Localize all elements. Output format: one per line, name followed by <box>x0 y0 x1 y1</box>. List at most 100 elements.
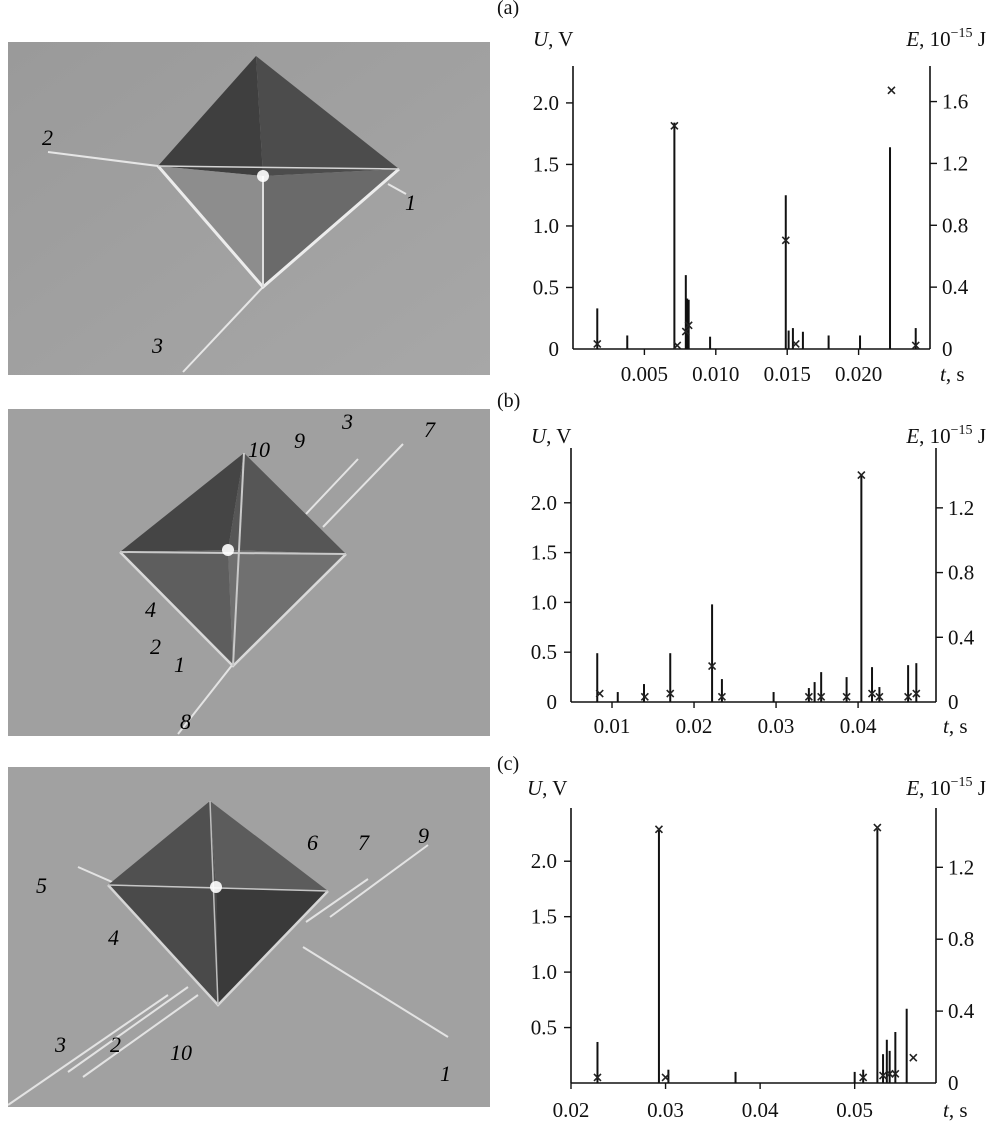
photo-b-label-7: 7 <box>424 417 435 442</box>
crack-lines <box>177 443 404 735</box>
y-right-axis-title: E, 10−15 J <box>905 26 986 51</box>
y-right-axis-title: E, 10−15 J <box>905 423 986 448</box>
y-right-tick-label: 0 <box>948 690 959 714</box>
y-right-tick-label: 1.2 <box>948 496 974 520</box>
energy-marker <box>842 692 851 701</box>
energy-marker <box>595 689 604 698</box>
photo-c-label-9: 9 <box>418 823 429 848</box>
indent-pyramid <box>107 800 329 1007</box>
energy-marker <box>661 1073 670 1082</box>
photo-c-label-3: 3 <box>55 1032 66 1057</box>
x-tick-label: 0.04 <box>840 714 877 738</box>
photo-b-label-8: 8 <box>180 709 191 734</box>
energy-marker <box>654 825 664 834</box>
crack-lines <box>47 151 407 373</box>
y-left-tick-label: 2.0 <box>531 849 557 873</box>
y-right-tick-label: 0.4 <box>948 999 975 1023</box>
energy-marker <box>857 471 866 480</box>
y-right-tick-label: 0.4 <box>948 625 975 649</box>
energy-marker <box>873 823 882 832</box>
energy-marker <box>817 692 826 701</box>
photo-c-label-7: 7 <box>358 830 369 855</box>
y-right-tick-label: 1.6 <box>942 90 968 114</box>
photo-c-label-1: 1 <box>440 1061 451 1086</box>
micrograph-b <box>8 409 490 736</box>
photo-a-label-3: 3 <box>152 333 163 358</box>
energy-marker <box>681 327 690 336</box>
x-tick-label: 0.02 <box>676 714 713 738</box>
y-left-tick-label: 1.0 <box>531 960 557 984</box>
indent-pyramid <box>156 56 400 290</box>
y-right-tick-label: 1.2 <box>948 855 974 879</box>
energy-marker <box>878 1071 888 1080</box>
x-tick-label: 0.01 <box>594 714 631 738</box>
energy-marker <box>912 689 921 698</box>
panel-letter: (a) <box>497 0 519 19</box>
y-left-tick-label: 0 <box>549 337 560 361</box>
y-left-tick-label: 0.5 <box>531 640 557 664</box>
energy-marker <box>867 689 877 698</box>
photo-b-label-2: 2 <box>150 634 161 659</box>
y-left-tick-label: 1.5 <box>531 905 557 929</box>
y-right-tick-label: 0.8 <box>948 927 974 951</box>
energy-marker <box>909 1053 918 1062</box>
energy-marker <box>593 1073 602 1082</box>
photo-b-label-4: 4 <box>145 597 156 622</box>
y-left-tick-label: 1.5 <box>533 152 559 176</box>
energy-marker <box>670 121 679 130</box>
photo-a-label-2: 2 <box>42 125 53 150</box>
energy-marker <box>640 692 649 701</box>
y-right-axis-title: E, 10−15 J <box>905 775 986 800</box>
y-left-tick-label: 0 <box>547 690 558 714</box>
y-right-tick-label: 0 <box>948 1071 959 1095</box>
photo-c-label-4: 4 <box>108 925 119 950</box>
y-left-tick-label: 0.5 <box>531 1016 557 1040</box>
energy-marker <box>904 692 913 701</box>
x-tick-label: 0.05 <box>836 1098 873 1122</box>
x-tick-label: 0.005 <box>621 362 668 386</box>
y-right-tick-label: 0.4 <box>942 275 969 299</box>
x-axis-title: t, s <box>943 1098 968 1122</box>
energy-marker <box>708 661 717 671</box>
x-axis-title: t, s <box>943 714 968 738</box>
energy-marker <box>911 341 920 350</box>
y-right-tick-label: 0 <box>942 337 953 361</box>
energy-marker <box>684 321 693 330</box>
y-left-tick-label: 1.0 <box>533 214 559 238</box>
x-tick-label: 0.010 <box>692 362 739 386</box>
y-left-tick-label: 1.0 <box>531 590 557 614</box>
micrograph-a <box>8 42 490 375</box>
energy-marker <box>781 236 790 245</box>
energy-marker <box>673 341 682 350</box>
photo-b-label-10: 10 <box>248 437 270 462</box>
photo-b-label-9: 9 <box>294 428 305 453</box>
energy-marker <box>791 339 800 348</box>
y-left-axis-title: U, V <box>527 776 567 800</box>
x-tick-label: 0.03 <box>647 1098 684 1122</box>
energy-marker <box>717 692 726 701</box>
photo-a-label-1: 1 <box>405 190 416 215</box>
energy-marker <box>859 1073 868 1082</box>
energy-marker <box>891 1069 900 1078</box>
y-right-tick-label: 0.8 <box>942 213 968 237</box>
energy-marker <box>887 86 896 95</box>
x-tick-label: 0.03 <box>758 714 795 738</box>
photo-c-label-2: 2 <box>110 1032 121 1057</box>
energy-marker <box>804 692 813 701</box>
x-tick-label: 0.020 <box>835 362 882 386</box>
photo-c-label-10: 10 <box>170 1040 192 1065</box>
micrograph-c <box>8 767 490 1107</box>
photo-c-label-6: 6 <box>307 830 318 855</box>
energy-marker <box>666 689 675 698</box>
y-right-tick-label: 1.2 <box>942 151 968 175</box>
indent-pyramid <box>119 452 347 668</box>
photo-b-label-1: 1 <box>174 652 185 677</box>
photo-c-label-5: 5 <box>36 873 47 898</box>
y-left-axis-title: U, V <box>531 424 571 448</box>
y-left-tick-label: 0.5 <box>533 275 559 299</box>
x-axis-title: t, s <box>940 362 965 386</box>
y-left-axis-title: U, V <box>533 27 573 51</box>
photo-b-label-3: 3 <box>342 409 353 434</box>
y-left-tick-label: 2.0 <box>531 491 557 515</box>
